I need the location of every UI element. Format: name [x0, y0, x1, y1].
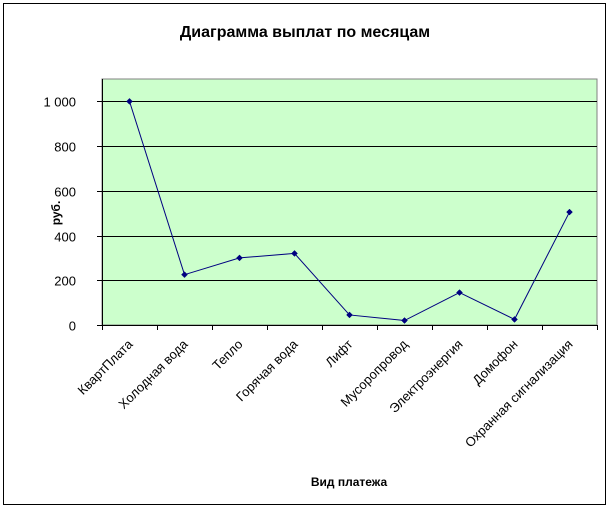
series	[126, 98, 573, 324]
data-point	[346, 311, 353, 319]
y-tick-label: 200	[54, 274, 76, 289]
y-tick-label: 600	[54, 185, 76, 200]
data-point	[401, 317, 408, 324]
chart-title: Диаграмма выплат по месяцам	[180, 24, 430, 41]
data-point	[126, 98, 133, 105]
data-point	[291, 250, 298, 257]
y-axis-ticks: 0 200 400 600 800 1 000	[43, 95, 102, 334]
data-point	[456, 289, 463, 296]
y-tick-label: 0	[69, 319, 76, 334]
y-axis-label: руб.	[49, 201, 63, 226]
data-point	[181, 271, 188, 279]
plot-area	[101, 78, 598, 326]
data-point	[566, 208, 573, 216]
x-axis-label: Вид платежа	[311, 475, 388, 489]
x-tick-label: Лифт	[322, 336, 355, 369]
y-tick-label: 400	[54, 230, 76, 245]
x-tick-label: Тепло	[209, 337, 245, 373]
x-tick-label: Домофон	[469, 337, 520, 388]
data-point	[236, 254, 243, 262]
data-point	[511, 316, 518, 323]
y-tick-label: 1 000	[43, 95, 76, 110]
plot-background	[101, 78, 598, 326]
x-tick-label: Охранная сигнализация	[462, 337, 576, 451]
y-tick-label: 800	[54, 140, 76, 155]
